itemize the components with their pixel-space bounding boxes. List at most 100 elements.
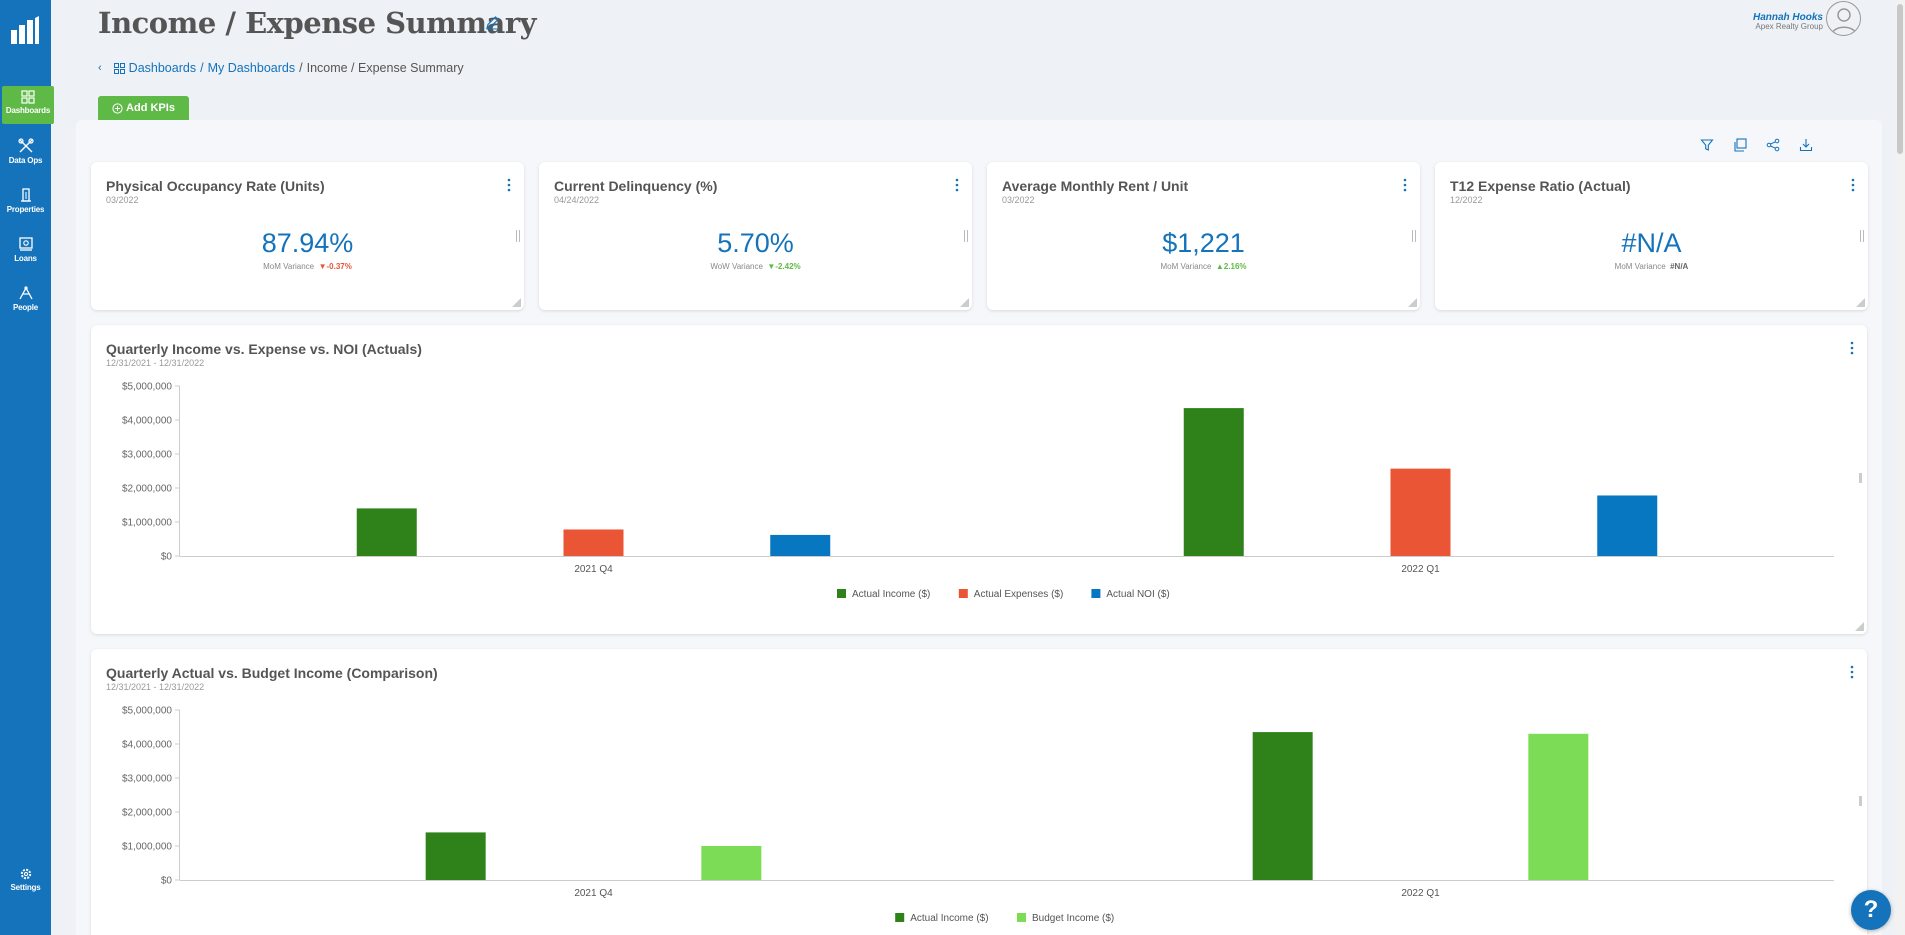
breadcrumb-separator: / xyxy=(200,61,204,75)
y-tick-label: $3,000,000 xyxy=(122,450,172,461)
dashboard-grid-icon xyxy=(113,62,125,74)
sidebar-item-label: Dashboards xyxy=(5,106,51,115)
dashboard-toolbar xyxy=(1700,138,1813,152)
card-scrollbar[interactable] xyxy=(964,230,968,242)
chart-scroll-tick xyxy=(1859,473,1862,483)
chart-card-actual-vs-budget[interactable]: Quarterly Actual vs. Budget Income (Comp… xyxy=(91,649,1867,935)
avatar[interactable] xyxy=(1826,1,1861,36)
more-options-icon[interactable] xyxy=(1849,341,1855,355)
resize-handle-icon[interactable] xyxy=(512,298,521,307)
share-icon[interactable] xyxy=(1766,138,1780,152)
chart-subtitle: 12/31/2021 - 12/31/2022 xyxy=(106,682,205,692)
more-options-icon[interactable] xyxy=(1849,665,1855,679)
variance-label: MoM Variance xyxy=(1614,262,1666,271)
card-scrollbar[interactable] xyxy=(1860,230,1864,242)
chart-subtitle: 12/31/2021 - 12/31/2022 xyxy=(106,358,205,368)
copy-icon[interactable] xyxy=(1733,138,1747,152)
kpi-date: 12/2022 xyxy=(1450,195,1483,205)
bar-actual-noi xyxy=(770,534,831,556)
kpi-card-expense-ratio[interactable]: T12 Expense Ratio (Actual) 12/2022 #N/A … xyxy=(1435,162,1868,310)
filter-icon[interactable] xyxy=(1700,138,1714,152)
app-logo-icon[interactable] xyxy=(9,16,41,46)
pencil-icon[interactable] xyxy=(485,15,500,30)
card-scrollbar[interactable] xyxy=(516,230,520,242)
bar-budget-income xyxy=(701,846,762,880)
sidebar-item-loans[interactable]: Loans xyxy=(0,232,51,270)
breadcrumb-dashboards[interactable]: Dashboards xyxy=(128,61,197,75)
kpi-title: Physical Occupancy Rate (Units) xyxy=(106,178,325,194)
bar-actual-income xyxy=(1252,732,1313,880)
sidebar-item-label: Data Ops xyxy=(8,156,43,165)
kpi-title: Average Monthly Rent / Unit xyxy=(1002,178,1189,194)
kpi-date: 03/2022 xyxy=(106,195,139,205)
kpi-card-delinquency[interactable]: Current Delinquency (%) 04/24/2022 5.70%… xyxy=(539,162,972,310)
more-options-icon[interactable] xyxy=(1850,178,1856,192)
y-tick-label: $1,000,000 xyxy=(122,842,172,853)
y-tick-label: $3,000,000 xyxy=(122,774,172,785)
more-options-icon[interactable] xyxy=(954,178,960,192)
legend-swatch xyxy=(1091,589,1101,598)
chart-plot: $0 $1,000,000 $2,000,000 $3,000,000 $4,000,0… xyxy=(122,382,1862,600)
card-scrollbar[interactable] xyxy=(1412,230,1416,242)
kpi-value: 87.94% xyxy=(261,228,354,258)
chart-plot: $0 $1,000,000 $2,000,000 $3,000,000 $4,000,0… xyxy=(122,706,1862,924)
back-chevron-icon[interactable]: ‹ xyxy=(98,62,102,74)
breadcrumb-my-dashboards[interactable]: My Dashboards xyxy=(207,61,296,75)
kpi-value: #N/A xyxy=(1621,228,1682,258)
add-kpis-label: Add KPIs xyxy=(126,102,175,114)
kpi-variance: WoW Variance ▼-2.42% xyxy=(539,262,972,271)
bar-actual-expenses xyxy=(563,529,624,556)
kpi-card-rent[interactable]: Average Monthly Rent / Unit 03/2022 $1,2… xyxy=(987,162,1420,310)
resize-handle-icon[interactable] xyxy=(1855,622,1864,631)
resize-handle-icon[interactable] xyxy=(1856,298,1865,307)
resize-handle-icon[interactable] xyxy=(1408,298,1417,307)
more-options-icon[interactable] xyxy=(1402,178,1408,192)
kpi-value: 5.70% xyxy=(717,228,794,258)
sidebar-item-label: Loans xyxy=(14,254,37,263)
chart-card-income-expense-noi[interactable]: Quarterly Income vs. Expense vs. NOI (Ac… xyxy=(91,325,1867,634)
sidebar-item-label: Properties xyxy=(6,205,45,214)
sidebar-item-properties[interactable]: Properties xyxy=(0,183,51,221)
sidebar-item-data-ops[interactable]: Data Ops xyxy=(0,134,51,172)
page-scrollbar[interactable] xyxy=(1895,0,1905,935)
chart-title: Quarterly Income vs. Expense vs. NOI (Ac… xyxy=(106,341,422,357)
variance-label: MoM Variance xyxy=(1160,262,1212,271)
variance-value: ▲2.16% xyxy=(1215,262,1247,271)
kpi-card-occupancy[interactable]: Physical Occupancy Rate (Units) 03/2022 … xyxy=(91,162,524,310)
y-tick-label: $4,000,000 xyxy=(122,416,172,427)
kpi-title: T12 Expense Ratio (Actual) xyxy=(1450,178,1631,194)
download-icon[interactable] xyxy=(1799,138,1813,152)
breadcrumb-current: Income / Expense Summary xyxy=(306,61,464,75)
kpi-date: 03/2022 xyxy=(1002,195,1035,205)
sidebar-item-label: People xyxy=(12,303,39,312)
breadcrumb: ‹ Dashboards / My Dashboards / Income / … xyxy=(98,61,464,75)
legend-label: Actual Expenses ($) xyxy=(974,589,1064,600)
legend-swatch xyxy=(1017,913,1026,922)
y-tick-label: $2,000,000 xyxy=(122,484,172,495)
scrollbar-thumb[interactable] xyxy=(1897,4,1903,154)
legend-label: Actual Income ($) xyxy=(852,589,930,600)
sidebar-item-people[interactable]: People xyxy=(0,281,51,319)
sidebar-item-dashboards[interactable]: Dashboards xyxy=(2,86,54,124)
variance-label: WoW Variance xyxy=(710,262,763,271)
legend-label: Budget Income ($) xyxy=(1032,913,1114,924)
x-tick-label: 2022 Q1 xyxy=(1401,888,1440,899)
user-info[interactable]: Hannah Hooks Apex Realty Group xyxy=(1753,12,1823,31)
resize-handle-icon[interactable] xyxy=(960,298,969,307)
add-kpis-button[interactable]: Add KPIs xyxy=(98,96,189,120)
loans-icon xyxy=(18,237,33,251)
tools-icon xyxy=(17,138,34,153)
bar-actual-income xyxy=(1183,408,1244,556)
sidebar-item-settings[interactable]: Settings xyxy=(0,863,51,901)
user-name: Hannah Hooks xyxy=(1752,12,1823,23)
sidebar: Dashboards Data Ops Properties Loans Peo… xyxy=(0,0,54,935)
kpi-variance: MoM Variance ▲2.16% xyxy=(987,262,1420,271)
variance-value: ▼-0.37% xyxy=(318,262,352,271)
more-options-icon[interactable] xyxy=(506,178,512,192)
dashboard-grid-icon xyxy=(21,90,35,104)
kpi-variance: MoM Variance #N/A xyxy=(1435,262,1868,271)
chart-scroll-tick xyxy=(1859,796,1862,806)
bar-budget-income xyxy=(1528,733,1589,880)
bar-actual-income xyxy=(356,508,417,556)
help-button[interactable]: ? xyxy=(1851,890,1891,930)
